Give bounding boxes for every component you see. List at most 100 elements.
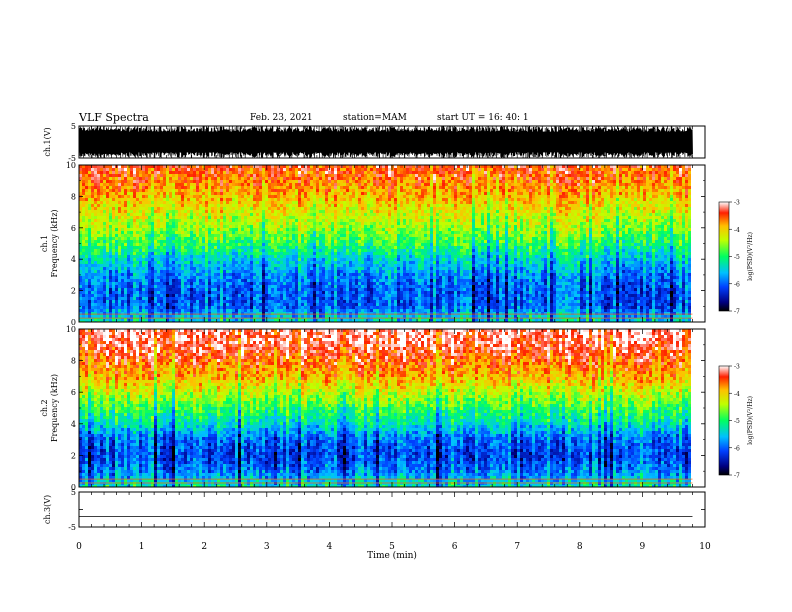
spectrogram-cell (169, 204, 172, 207)
spectrogram-cell (526, 222, 529, 225)
spectrogram-cell (232, 168, 235, 171)
spectrogram-cell (334, 228, 337, 231)
spectrogram-cell (181, 189, 184, 192)
spectrogram-cell (469, 201, 472, 204)
spectrogram-cell (499, 168, 502, 171)
spectrogram-cell (316, 231, 319, 234)
spectrogram-cell (682, 231, 685, 234)
spectrogram-cell (262, 201, 265, 204)
spectrogram-cell (688, 201, 691, 204)
spectrogram-cell (382, 228, 385, 231)
spectrogram-cell (286, 207, 289, 210)
spectrogram-cell (424, 204, 427, 207)
spectrogram-cell (451, 225, 454, 228)
spectrogram-cell (478, 222, 481, 225)
spectrogram-cell (91, 228, 94, 231)
spectrogram-cell (295, 219, 298, 222)
spectrogram-cell (436, 168, 439, 171)
spectrogram-cell (679, 234, 682, 237)
spectrogram-cell (91, 195, 94, 198)
spectrogram-cell (238, 180, 241, 183)
spectrogram-cell (247, 216, 250, 219)
spectrogram-cell (517, 180, 520, 183)
spectrogram-cell (688, 177, 691, 180)
spectrogram-cell (604, 228, 607, 231)
spectrogram-cell (655, 177, 658, 180)
spectrogram-cell (688, 183, 691, 186)
spectrogram-cell (574, 165, 577, 168)
spectrogram-cell (307, 168, 310, 171)
spectrogram-cell (349, 180, 352, 183)
spectrogram-cell (556, 213, 559, 216)
spectrogram-cell (85, 177, 88, 180)
spectrogram-cell (415, 201, 418, 204)
spectrogram-cell (301, 183, 304, 186)
spectrogram-cell (571, 228, 574, 231)
spectrogram-cell (577, 216, 580, 219)
spectrogram-cell (688, 189, 691, 192)
spectrogram-cell (535, 228, 538, 231)
spectrogram-cell (184, 237, 187, 240)
spectrogram-cell (307, 207, 310, 210)
spectrogram-cell (385, 213, 388, 216)
spectrogram-cell (184, 174, 187, 177)
spectrogram-cell (322, 204, 325, 207)
spectrogram-cell (589, 186, 592, 189)
spectrogram-cell (175, 234, 178, 237)
spectrogram-cell (634, 219, 637, 222)
spectrogram-cell (172, 198, 175, 201)
spectrogram-cell (559, 213, 562, 216)
spectrogram-cell (496, 222, 499, 225)
spectrogram-cell (619, 189, 622, 192)
spectrogram-cell (472, 198, 475, 201)
spectrogram-cell (616, 201, 619, 204)
spectrogram-cell (427, 192, 430, 195)
spectrogram-cell (166, 183, 169, 186)
spectrogram-cell (232, 219, 235, 222)
spectrogram-cell (136, 174, 139, 177)
spectrogram-cell (649, 168, 652, 171)
spectrogram-cell (562, 174, 565, 177)
spectrogram-cell (574, 204, 577, 207)
spectrogram-cell (364, 210, 367, 213)
spectrogram-cell (265, 231, 268, 234)
spectrogram-cell (568, 195, 571, 198)
spectrogram-cell (307, 231, 310, 234)
spectrogram-cell (106, 225, 109, 228)
spectrogram-cell (190, 222, 193, 225)
spectrogram-cell (415, 174, 418, 177)
spectrogram-cell (124, 237, 127, 240)
spectrogram-cell (460, 195, 463, 198)
spectrogram-cell (154, 225, 157, 228)
spectrogram-cell (244, 222, 247, 225)
spectrogram-cell (463, 231, 466, 234)
spectrogram-cell (112, 171, 115, 174)
spectrogram-cell (517, 201, 520, 204)
spectrogram-cell (625, 168, 628, 171)
spectrogram-cell (256, 231, 259, 234)
spectrogram-cell (235, 195, 238, 198)
spectrogram-cell (649, 183, 652, 186)
spectrogram-cell (418, 165, 421, 168)
spectrogram-cell (232, 174, 235, 177)
spectrogram-cell (304, 225, 307, 228)
spectrogram-cell (295, 198, 298, 201)
spectrogram-cell (448, 213, 451, 216)
spectrogram-cell (598, 183, 601, 186)
spectrogram-cell (550, 219, 553, 222)
spectrogram-cell (208, 186, 211, 189)
spectrogram-cell (97, 174, 100, 177)
spectrogram-cell (310, 171, 313, 174)
spectrogram-cell (682, 216, 685, 219)
spectrogram-cell (661, 231, 664, 234)
spectrogram-cell (361, 186, 364, 189)
spectrogram-cell (472, 207, 475, 210)
spectrogram-cell (295, 168, 298, 171)
spectrogram-cell (130, 165, 133, 168)
spectrogram-cell (658, 228, 661, 231)
spectrogram-cell (601, 234, 604, 237)
spectrogram-cell (466, 207, 469, 210)
spectrogram-cell (214, 177, 217, 180)
spectrogram-cell (157, 207, 160, 210)
spectrogram-cell (508, 222, 511, 225)
